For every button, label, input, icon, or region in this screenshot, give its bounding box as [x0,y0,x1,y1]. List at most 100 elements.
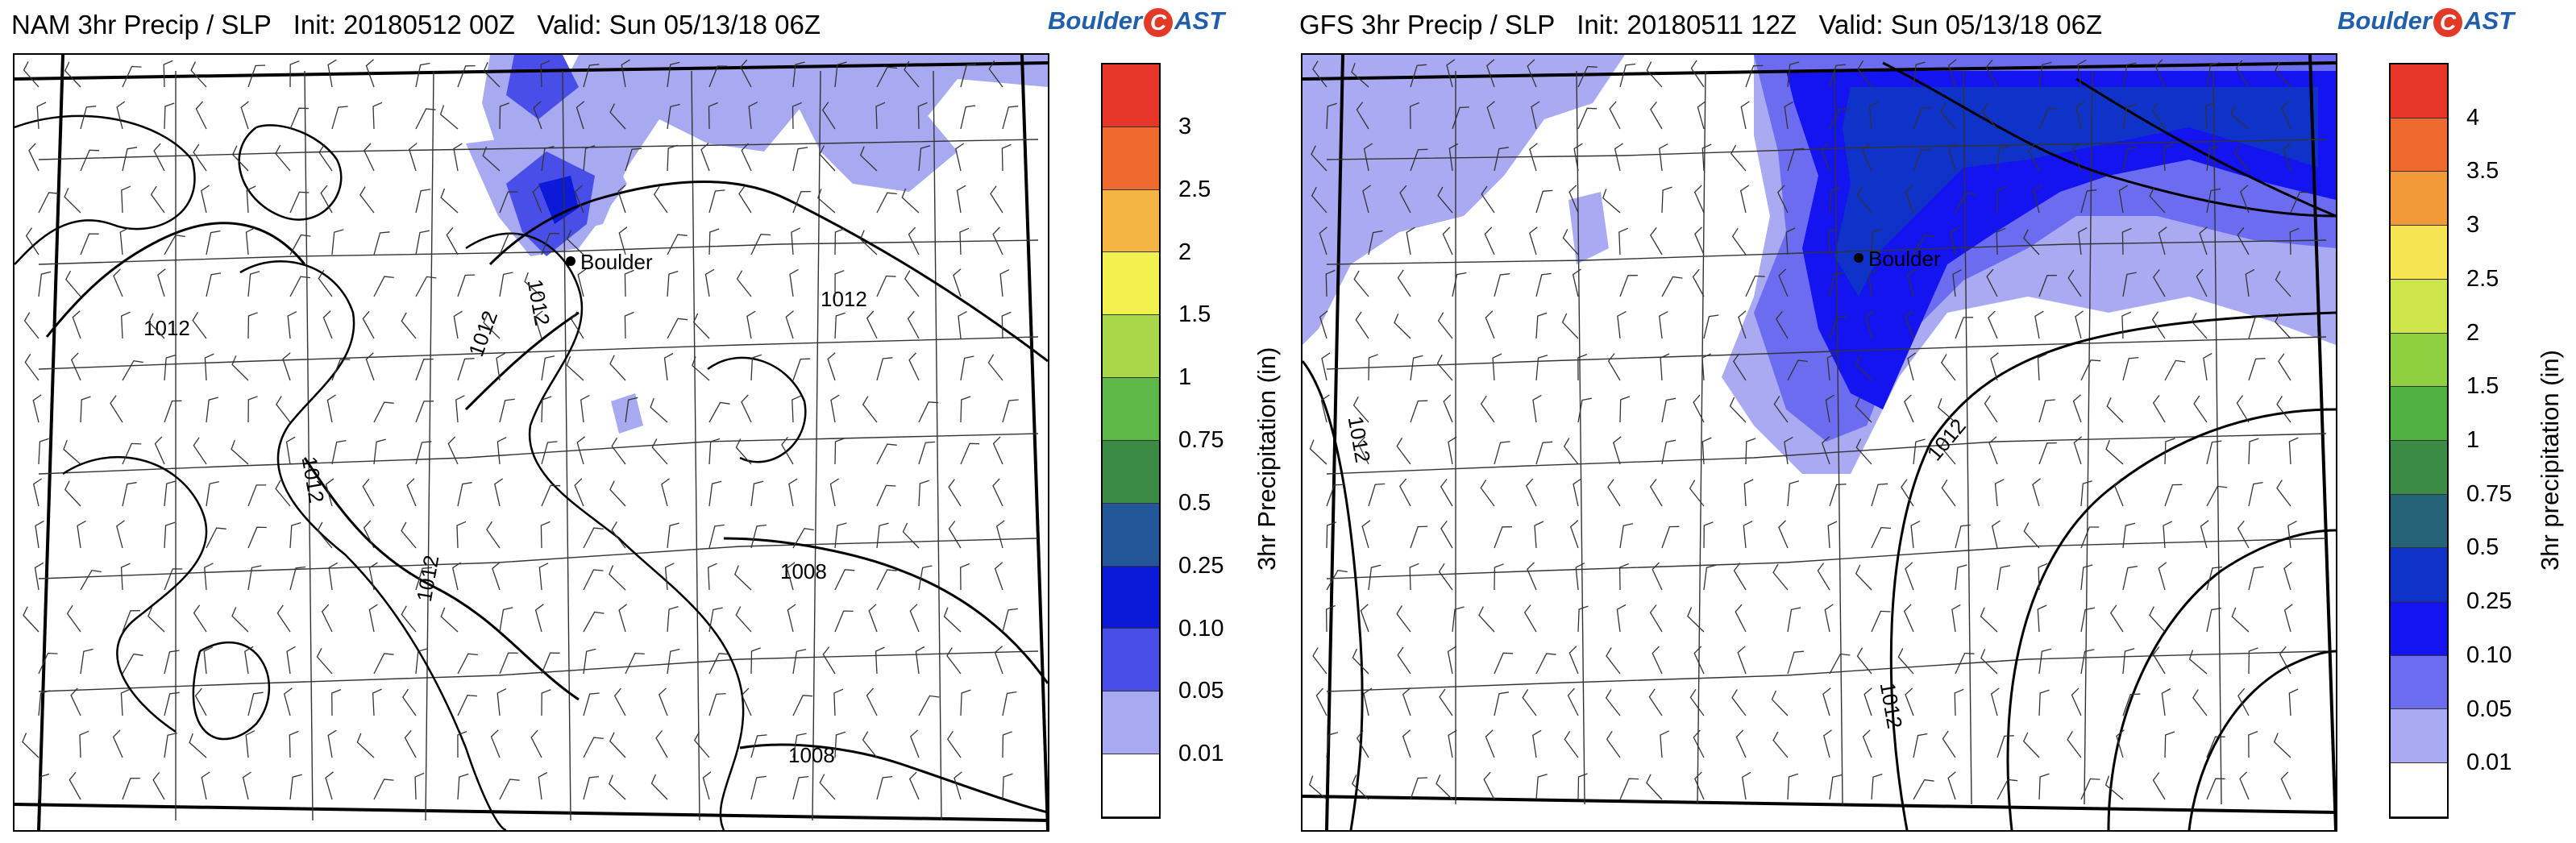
wind-barb [2236,395,2250,423]
wind-barb [1448,436,1457,465]
wind-barb [2206,485,2228,507]
gfs-colorbar [2389,63,2449,819]
wind-barb [1701,437,1712,465]
wind-barb [2105,439,2124,465]
wind-barb [2122,62,2137,88]
wind-barb [2038,275,2057,297]
wind-barb [28,143,39,172]
wind-barb [667,234,688,255]
wind-barb [659,687,668,716]
wind-barb [1409,102,1419,130]
wind-barb [204,353,214,381]
wind-barb [453,143,463,172]
wind-barb [1955,524,1971,549]
colorbar-segment [2391,548,2447,603]
wind-barb [1940,438,1956,465]
wind-barb [1693,394,1705,423]
wind-barb [2080,778,2100,800]
colorbar-segment [1103,315,1159,379]
wind-barb [289,107,310,130]
wind-barb [2248,358,2266,381]
wind-barb [1437,312,1453,339]
colorbar-segment [2391,226,2447,280]
wind-barb [499,652,518,675]
wind-barb [2288,688,2299,716]
wind-barb [1648,688,1663,716]
wind-barb [1368,230,1383,255]
wind-barb [282,352,291,381]
wind-barb [1569,520,1579,549]
wind-barb [2237,226,2250,255]
wind-barb [1619,523,1634,549]
wind-barb [653,185,668,214]
wind-barb [2287,521,2297,549]
wind-barb [1325,269,1336,297]
colorbar-segment [2391,387,2447,441]
wind-barb [457,358,475,381]
wind-barb [704,268,715,297]
wind-barb [901,188,920,214]
wind-barb [321,604,333,633]
wind-barb [1694,226,1705,255]
wind-barb [2118,185,2129,214]
wind-barb [2038,61,2052,88]
wind-barb [821,102,836,130]
wind-barb [876,443,897,465]
wind-barb [708,607,723,633]
wind-barb [23,61,39,88]
wind-barb [64,480,81,507]
colorbar-segment [2391,118,2447,172]
wind-barb [152,771,165,800]
wind-barb [650,774,668,800]
wind-barb [1660,730,1669,758]
wind-barb [247,565,262,591]
wind-barb [406,478,417,507]
wind-barb [415,401,434,423]
wind-barb [497,688,507,716]
wind-barb [2038,107,2059,130]
wind-barb [2237,520,2250,549]
wind-barb [331,359,351,381]
wind-barb [1988,436,1998,465]
wind-barb [2273,733,2291,758]
wind-barb [2037,353,2047,381]
wind-barb [1362,185,1371,214]
wind-barb [231,355,249,381]
gfs-wind-barbs [1308,59,2310,800]
wind-barb [401,312,417,339]
wind-barb [624,311,634,339]
wind-barb [625,397,638,423]
wind-barb [788,478,798,507]
wind-barb [1855,355,1872,381]
wind-barb [1829,272,1844,297]
wind-barb [792,190,811,214]
wind-barb [23,312,39,339]
wind-barb [1986,268,1998,297]
wind-barb [750,524,767,549]
wind-barb [2230,105,2250,130]
colorbar-tick-label: 1.5 [1178,301,1211,328]
wind-barb [2281,101,2291,130]
wind-barb [496,352,505,381]
wind-barb [1002,608,1018,633]
wind-barb [1701,353,1712,381]
wind-barb [609,565,626,591]
wind-barb [1532,729,1542,758]
wind-barb [1985,59,1998,88]
wind-barb [1829,484,1847,507]
wind-barb [1312,60,1327,88]
wind-barb [1828,227,1839,255]
wind-barb [316,648,333,675]
nam-isobar-label: 1012 [523,277,555,327]
wind-barb [792,358,811,381]
wind-barb [875,646,885,675]
nam-isobar-label: 1008 [780,559,827,583]
wind-barb [1406,226,1415,255]
wind-barb [1618,563,1629,591]
wind-barb [1824,604,1834,633]
wind-barb [613,687,626,716]
wind-barb [2152,395,2166,423]
wind-barb [247,64,266,88]
city-marker-boulder [1854,253,1863,263]
wind-barb [499,272,513,297]
